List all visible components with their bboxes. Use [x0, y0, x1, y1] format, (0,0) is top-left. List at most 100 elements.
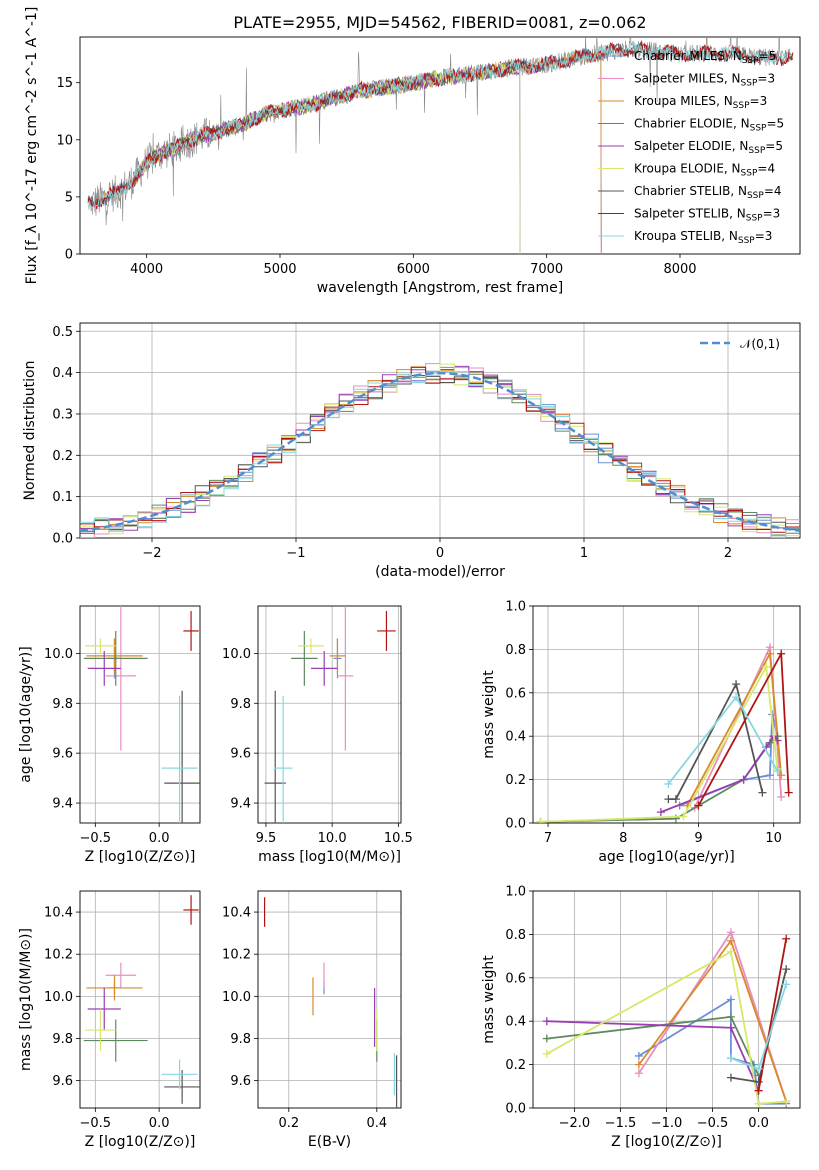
y-tick-label: 10.0 [44, 647, 73, 662]
weight-marker [754, 1086, 763, 1095]
legend-nssp-eq: = [755, 229, 765, 243]
legend-entry: Chabrier MILES, NSSP=5 [634, 49, 776, 66]
legend-nssp-prefix: , N [721, 229, 738, 243]
weights_vs_Z-ylabel: mass weight [481, 955, 497, 1044]
point-kroupa-miles [86, 638, 143, 674]
legend-nssp-value: 3 [765, 229, 773, 243]
legend-nssp-prefix: , N [724, 162, 741, 176]
x-tick-label: 0.2 [278, 1116, 299, 1131]
point-salpeter-elodie [87, 987, 121, 1031]
legend-nssp-sub: SSP [748, 146, 765, 156]
legend-nssp-sub: SSP [733, 101, 750, 111]
weight-marker [732, 693, 741, 702]
legend-nssp-sub: SSP [741, 79, 758, 89]
mass_vs_EBV-xlabel: E(B-V) [308, 1134, 351, 1150]
point-salpeter-miles [337, 606, 354, 751]
point-kroupa-stelib [161, 1059, 198, 1090]
weight-marker [634, 1069, 643, 1078]
legend-nssp-sub: SSP [738, 236, 755, 246]
normal-curve [80, 371, 800, 533]
legend-entry: Salpeter STELIB, NSSP=3 [634, 207, 780, 224]
y-tick-label: 0.0 [505, 817, 526, 832]
weight-marker [782, 1097, 791, 1106]
legend-nssp-eq: = [757, 162, 767, 176]
weight-marker [765, 771, 774, 780]
point-chabrier-stelib [164, 690, 200, 823]
legend-entry: Chabrier ELODIE, NSSP=5 [634, 117, 784, 134]
weight-marker [664, 795, 673, 804]
x-tick-label: 9 [694, 831, 702, 846]
legend-nssp-value: 4 [774, 184, 782, 198]
y-tick-label: 9.6 [230, 1074, 251, 1089]
legend-nssp-value: 4 [767, 162, 775, 176]
mass_vs_Z-plot-area [83, 895, 200, 1104]
mass_vs_EBV-frame [257, 890, 402, 1109]
y-tick-label: 0.1 [52, 490, 73, 505]
x-tick-label: 0 [436, 546, 444, 561]
mass_vs_Z-xlabel: Z [log10(Z/Z⊙)] [85, 1134, 196, 1150]
age_vs_Z-plot-area [83, 606, 200, 823]
x-tick-label: −0.5 [80, 831, 112, 846]
x-tick-label: 10 [765, 831, 782, 846]
point-salpeter-miles [105, 962, 137, 988]
legend-nssp-value: 3 [767, 72, 775, 86]
residuals-xlabel: (data-model)/error [375, 564, 505, 580]
weight-marker [726, 1054, 735, 1063]
x-tick-label: −2 [142, 546, 161, 561]
legend-series-name: Kroupa ELODIE [634, 162, 724, 176]
age_vs_mass-xlabel: mass [log10(M/M⊙)] [258, 849, 401, 865]
y-tick-label: 10.0 [222, 990, 251, 1005]
weight-marker [726, 995, 735, 1004]
x-tick-label: 5000 [263, 262, 296, 277]
weights_vs_Z-plot-area [542, 928, 791, 1108]
x-tick-label: 0.0 [149, 1116, 170, 1131]
x-tick-label: 7 [544, 831, 552, 846]
weight-line [546, 950, 787, 1105]
weight-marker [542, 1049, 551, 1058]
y-tick-label: 10.2 [44, 948, 73, 963]
weight-marker [664, 779, 673, 788]
age_vs_Z-xlabel: Z [log10(Z/Z⊙)] [85, 849, 196, 865]
mass_vs_Z-axes: −0.5 0.0 9.6 9.8 10.0 10.2 10.4 Z [log10(Z/Z⊙)]… [18, 890, 201, 1150]
y-tick-label: 10 [56, 133, 73, 148]
legend-entry: Salpeter MILES, NSSP=3 [634, 72, 775, 89]
legend-nssp-value: 5 [775, 139, 783, 153]
weights_vs_Z-axes: −2.0 −1.5 −1.0 −0.5 0.0 0.0 0.2 0.4 0.6 0.8 1.0 Z [… [481, 885, 801, 1150]
weight-marker [694, 801, 703, 810]
legend-entry: Kroupa STELIB, NSSP=3 [634, 229, 772, 246]
y-tick-label: 0.8 [505, 643, 526, 658]
weight-marker [777, 649, 786, 658]
legend-nssp-prefix: , N [716, 94, 733, 108]
weights_vs_Z-xlabel: Z [log10(Z/Z⊙)] [611, 1134, 722, 1150]
legend-series-name: Salpeter MILES [634, 72, 724, 86]
legend-series-name: Chabrier STELIB [634, 184, 730, 198]
weight-marker [739, 775, 748, 784]
y-tick-label: 0.6 [505, 971, 526, 986]
x-tick-label: 0.4 [366, 1116, 387, 1131]
weight-marker [777, 771, 786, 780]
point-kroupa-stelib [161, 695, 198, 823]
age_vs_Z-frame [79, 605, 201, 824]
legend-series-name: Chabrier MILES [634, 49, 725, 63]
legend-entry-normal: 𝒩(0,1) [740, 337, 780, 351]
legend-nssp-prefix: , N [732, 139, 749, 153]
weight-marker [671, 795, 680, 804]
weight-marker [726, 1023, 735, 1032]
weight-marker [754, 1064, 763, 1073]
y-tick-label: 0.2 [52, 449, 73, 464]
y-tick-label: 0.0 [52, 532, 73, 547]
y-tick-label: 0.6 [505, 686, 526, 701]
legend-nssp-sub: SSP [742, 56, 759, 66]
residuals-frame [79, 322, 801, 539]
weight-marker [542, 1034, 551, 1043]
weight-marker [732, 680, 741, 689]
legend-nssp-eq: = [765, 139, 775, 153]
weights-chabrier-stelib [726, 965, 791, 1086]
weights-kroupa-elodie [536, 662, 782, 823]
y-tick-label: 10.4 [44, 906, 73, 921]
y-tick-label: 0.0 [505, 1102, 526, 1117]
spectrum-ylabel: Flux [f_λ 10^-17 erg cm^-2 s^-1 A^-1] [24, 7, 40, 285]
point-chabrier-elodie [291, 630, 318, 686]
